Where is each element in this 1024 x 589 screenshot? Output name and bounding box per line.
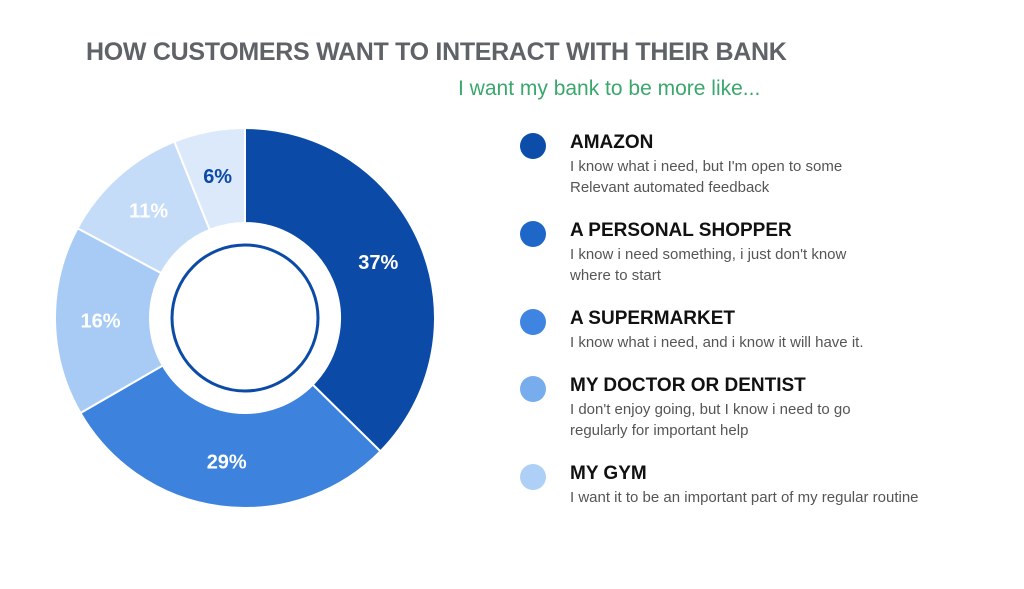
slice-value-label: 11% — [129, 200, 168, 222]
legend-item-description: I know i need something, i just don't kn… — [570, 244, 990, 286]
legend-item-description: I want it to be an important part of my … — [570, 487, 990, 508]
legend-item-name: MY GYM — [570, 463, 647, 484]
description-line: where to start — [570, 267, 661, 284]
legend-item-name: A SUPERMARKET — [570, 308, 736, 329]
description-line: I know what i need, but I'm open to some — [570, 158, 843, 175]
slice-amazon — [244, 126, 436, 453]
legend-item-name: A PERSONAL SHOPPER — [570, 220, 792, 241]
description-line: regularly for important help — [570, 422, 749, 439]
description-line: I know i need something, i just don't kn… — [570, 246, 847, 263]
description-line: I don't enjoy going, but I know i need t… — [570, 401, 851, 418]
center-ring — [170, 243, 320, 393]
description-line: Relevant automated feedback — [570, 179, 770, 196]
slice-value-label: 16% — [81, 310, 121, 332]
chart-subtitle: I want my bank to be more like... — [458, 77, 761, 100]
description-line: I want it to be an important part of my … — [570, 489, 919, 506]
slice-value-label: 37% — [358, 252, 398, 274]
slice-value-label: 6% — [203, 166, 232, 188]
slice-a-personal-shopper — [79, 364, 382, 509]
legend-item-name: AMAZON — [570, 132, 654, 153]
chart-title: HOW CUSTOMERS WANT TO INTERACT WITH THEI… — [86, 38, 787, 66]
slice-a-supermarket — [54, 226, 165, 415]
donut-chart: 37% 29% 16% 11% 6% — [54, 126, 436, 509]
description-line: I know what i need, and i know it will h… — [570, 334, 864, 351]
legend-dot-icon — [520, 464, 546, 490]
legend-dot-icon — [520, 133, 546, 159]
slice-value-label: 29% — [207, 451, 247, 473]
legend-item-name: MY DOCTOR OR DENTIST — [570, 375, 806, 396]
legend-dot-icon — [520, 309, 546, 335]
legend-item-description: I know what i need, and i know it will h… — [570, 332, 990, 353]
legend-dot-icon — [520, 376, 546, 402]
legend-item-description: I know what i need, but I'm open to some… — [570, 156, 990, 198]
legend-dot-icon — [520, 221, 546, 247]
slice-my-gym — [173, 126, 246, 232]
legend-item-description: I don't enjoy going, but I know i need t… — [570, 399, 990, 441]
